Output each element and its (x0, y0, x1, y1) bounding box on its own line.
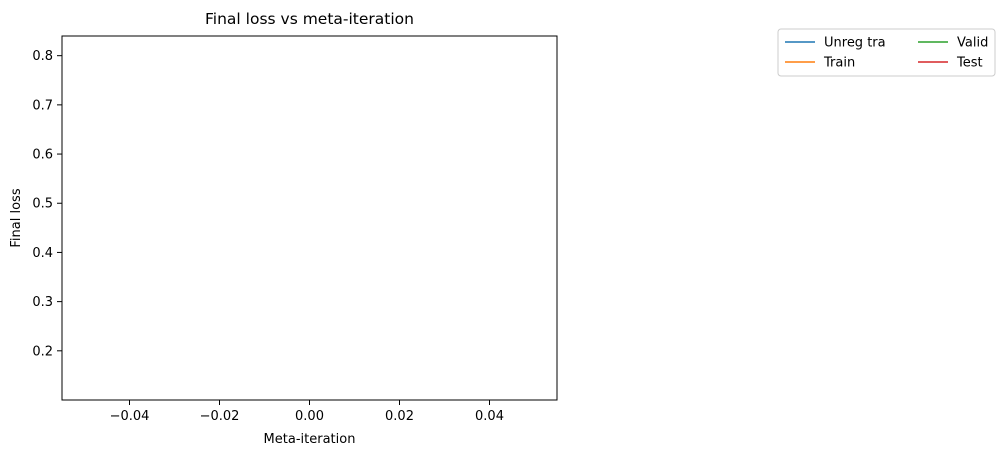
x-tick-label: −0.04 (110, 409, 150, 424)
x-axis-ticks: −0.04 −0.02 0.00 0.02 0.04 (110, 400, 504, 424)
legend: Unreg tra Train Valid Test (777, 28, 996, 77)
axes-frame (61, 35, 558, 401)
y-tick-label: 0.8 (32, 49, 53, 64)
x-tick-label: −0.02 (200, 409, 240, 424)
legend-label: Train (823, 56, 855, 71)
legend-label: Test (956, 56, 983, 71)
y-tick-label: 0.4 (32, 246, 53, 261)
x-axis-label: Meta-iteration (264, 432, 356, 447)
legend-label: Valid (957, 36, 988, 51)
x-tick-label: 0.04 (475, 409, 504, 424)
y-axis-ticks: 0.2 0.3 0.4 0.5 0.6 0.7 0.8 (32, 49, 62, 359)
y-tick-label: 0.6 (32, 148, 53, 163)
legend-label: Unreg tra (824, 36, 886, 51)
y-tick-label: 0.2 (32, 344, 53, 359)
y-tick-label: 0.7 (32, 98, 53, 113)
plot-area (61, 35, 558, 401)
chart-title: Final loss vs meta-iteration (205, 10, 414, 28)
legend-entries: Unreg tra Train Valid Test (785, 36, 988, 71)
x-tick-label: 0.02 (385, 409, 414, 424)
y-tick-label: 0.3 (32, 295, 53, 310)
legend-frame (777, 28, 996, 77)
x-tick-label: 0.00 (295, 409, 324, 424)
y-axis-label: Final loss (9, 188, 24, 247)
y-tick-label: 0.5 (32, 197, 53, 212)
